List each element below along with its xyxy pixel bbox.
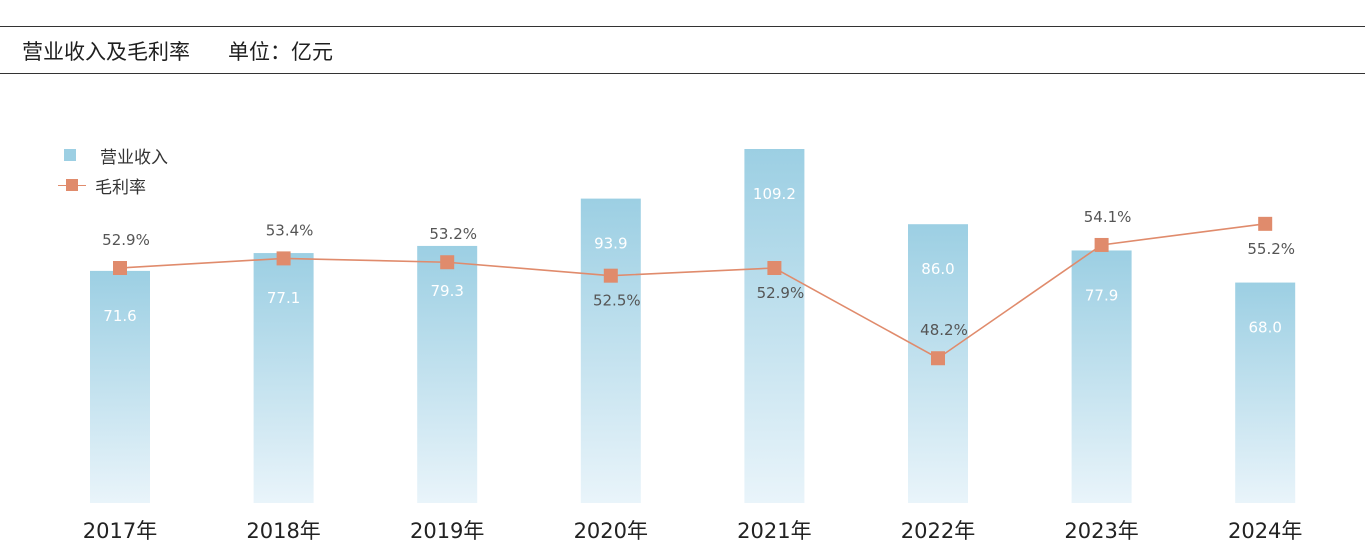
revenue-value-label: 77.1 — [267, 289, 300, 307]
margin-labels: 52.9% 53.4% 53.2% 52.5% 52.9% 48.2% 54.1% 55.2% — [102, 208, 1295, 339]
margin-point — [767, 261, 782, 275]
margin-line — [113, 216, 1273, 366]
margin-value-label: 52.9% — [102, 231, 150, 249]
x-tick-label: 2018年 — [246, 519, 320, 543]
legend-item-margin: 毛利率 — [58, 170, 168, 200]
margin-value-label: 53.4% — [266, 221, 314, 239]
margin-value-label: 53.2% — [429, 225, 477, 243]
margin-value-label: 48.2% — [920, 321, 968, 339]
revenue-bar — [417, 245, 478, 503]
revenue-bar — [1071, 250, 1132, 503]
revenue-value-label: 86.0 — [921, 260, 954, 278]
margin-point — [276, 251, 291, 266]
x-tick-label: 2017年 — [83, 519, 157, 543]
legend-label-revenue: 营业收入 — [100, 147, 168, 168]
margin-value-label: 52.9% — [757, 284, 805, 302]
x-tick-label: 2023年 — [1064, 519, 1138, 543]
revenue-bar — [744, 149, 805, 503]
x-tick-label: 2019年 — [410, 519, 484, 543]
revenue-value-label: 79.3 — [430, 282, 463, 300]
margin-point — [1094, 237, 1109, 252]
legend-item-revenue: 营业收入 — [64, 140, 168, 170]
legend-label-margin: 毛利率 — [95, 177, 146, 198]
margin-line-path — [119, 223, 1266, 360]
revenue-bar — [90, 270, 150, 503]
margin-value-label: 54.1% — [1084, 208, 1132, 226]
x-axis-labels: 2017年 2018年 2019年 2020年 2021年 2022年 2023年 2024年 — [83, 519, 1303, 543]
revenue-value-label: 109.2 — [753, 185, 796, 203]
chart-header: 营业收入及毛利率 单位：亿元 — [22, 36, 333, 66]
x-tick-label: 2022年 — [901, 519, 975, 543]
revenue-bar — [1235, 282, 1296, 503]
chart-title: 营业收入及毛利率 — [22, 40, 190, 64]
x-tick-label: 2020年 — [574, 519, 648, 543]
margin-value-label: 55.2% — [1247, 240, 1295, 258]
margin-point — [440, 255, 455, 270]
margin-point — [603, 268, 618, 283]
margin-point — [1258, 216, 1273, 231]
revenue-value-label: 71.6 — [103, 307, 136, 325]
revenue-bar — [253, 253, 314, 503]
x-tick-label: 2024年 — [1228, 519, 1302, 543]
header-top-rule — [0, 26, 1365, 27]
unit-label: 单位：亿元 — [228, 40, 333, 64]
x-tick-label: 2021年 — [737, 519, 811, 543]
margin-point — [931, 351, 945, 366]
revenue-bar-labels: 71.6 77.1 79.3 93.9 109.2 86.0 77.9 68.0 — [103, 185, 1282, 337]
margin-point — [113, 261, 127, 275]
revenue-bar — [580, 198, 641, 503]
revenue-value-label: 93.9 — [594, 235, 627, 253]
margin-value-label: 52.5% — [593, 292, 641, 310]
legend: 营业收入 毛利率 — [58, 140, 168, 200]
revenue-bars — [90, 149, 1296, 503]
bar-swatch-icon — [64, 149, 76, 161]
revenue-value-label: 77.9 — [1085, 286, 1118, 304]
revenue-value-label: 68.0 — [1248, 319, 1281, 337]
line-marker-icon — [58, 179, 86, 191]
header-bottom-rule — [0, 73, 1365, 74]
